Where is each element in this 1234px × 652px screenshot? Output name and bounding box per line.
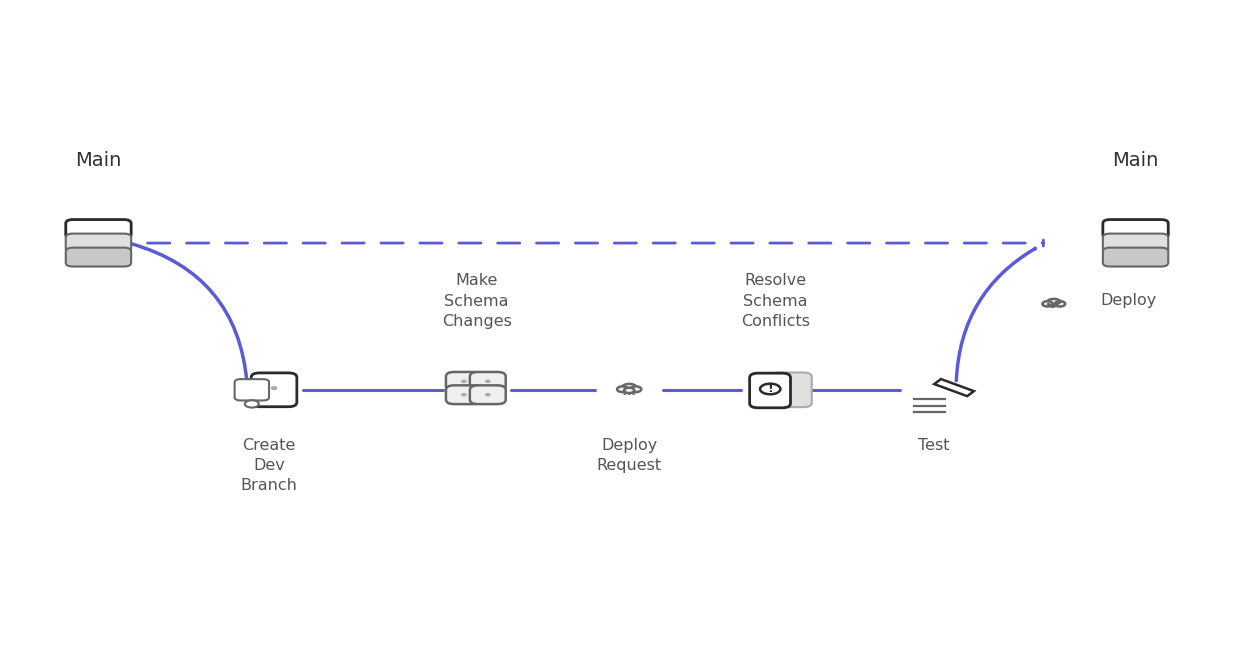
Circle shape — [1055, 301, 1065, 306]
Polygon shape — [934, 379, 974, 396]
Circle shape — [631, 387, 642, 392]
Circle shape — [1046, 299, 1061, 306]
Text: Main: Main — [75, 151, 122, 170]
FancyBboxPatch shape — [749, 373, 791, 408]
Circle shape — [486, 380, 490, 382]
FancyBboxPatch shape — [470, 385, 506, 404]
Circle shape — [462, 380, 466, 382]
Text: !: ! — [768, 382, 772, 395]
FancyBboxPatch shape — [445, 385, 481, 404]
FancyBboxPatch shape — [771, 372, 812, 407]
Circle shape — [624, 388, 634, 393]
FancyBboxPatch shape — [445, 372, 481, 391]
Text: Resolve
Schema
Conflicts: Resolve Schema Conflicts — [742, 273, 810, 329]
FancyBboxPatch shape — [1103, 233, 1169, 252]
FancyArrowPatch shape — [956, 248, 1035, 381]
FancyBboxPatch shape — [1103, 220, 1169, 239]
Circle shape — [271, 387, 276, 389]
Circle shape — [623, 393, 627, 395]
Circle shape — [628, 393, 631, 395]
Circle shape — [617, 387, 628, 392]
FancyBboxPatch shape — [252, 373, 297, 407]
Text: Create
Dev
Branch: Create Dev Branch — [241, 437, 297, 494]
FancyBboxPatch shape — [234, 379, 269, 400]
Circle shape — [462, 394, 466, 396]
Circle shape — [244, 400, 259, 408]
Text: Test: Test — [918, 437, 950, 452]
Text: Make
Schema
Changes: Make Schema Changes — [442, 273, 512, 329]
FancyBboxPatch shape — [65, 233, 131, 252]
Circle shape — [622, 384, 637, 392]
Text: Deploy: Deploy — [1101, 293, 1156, 308]
Circle shape — [760, 383, 780, 394]
Text: Main: Main — [1112, 151, 1159, 170]
Circle shape — [486, 394, 490, 396]
Circle shape — [1043, 301, 1053, 306]
FancyBboxPatch shape — [65, 248, 131, 267]
FancyArrowPatch shape — [132, 244, 247, 382]
Circle shape — [632, 393, 636, 395]
Text: Deploy
Request: Deploy Request — [596, 437, 661, 473]
FancyBboxPatch shape — [65, 220, 131, 239]
FancyBboxPatch shape — [1103, 248, 1169, 267]
FancyBboxPatch shape — [470, 372, 506, 391]
